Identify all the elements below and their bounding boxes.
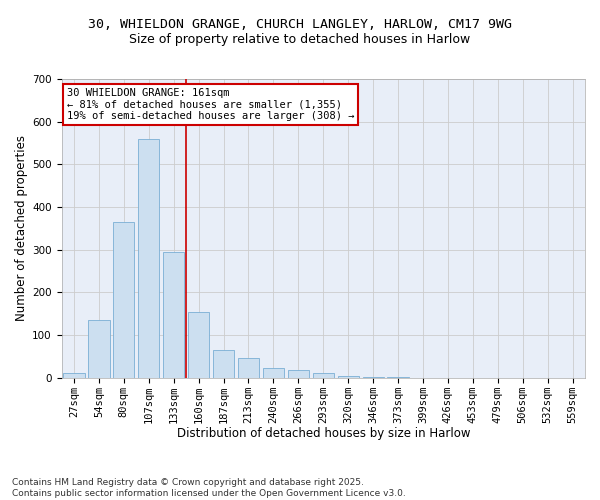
Bar xyxy=(213,350,234,378)
Bar xyxy=(362,377,384,378)
Y-axis label: Number of detached properties: Number of detached properties xyxy=(15,136,28,322)
X-axis label: Distribution of detached houses by size in Harlow: Distribution of detached houses by size … xyxy=(176,427,470,440)
Text: Size of property relative to detached houses in Harlow: Size of property relative to detached ho… xyxy=(130,32,470,46)
Text: 30 WHIELDON GRANGE: 161sqm
← 81% of detached houses are smaller (1,355)
19% of s: 30 WHIELDON GRANGE: 161sqm ← 81% of deta… xyxy=(67,88,354,121)
Bar xyxy=(163,252,184,378)
Bar xyxy=(263,368,284,378)
Bar xyxy=(338,376,359,378)
Bar xyxy=(64,374,85,378)
Bar xyxy=(313,374,334,378)
Bar xyxy=(188,312,209,378)
Text: 30, WHIELDON GRANGE, CHURCH LANGLEY, HARLOW, CM17 9WG: 30, WHIELDON GRANGE, CHURCH LANGLEY, HAR… xyxy=(88,18,512,30)
Bar xyxy=(88,320,110,378)
Bar xyxy=(113,222,134,378)
Bar xyxy=(238,358,259,378)
Bar xyxy=(138,138,160,378)
Text: Contains HM Land Registry data © Crown copyright and database right 2025.
Contai: Contains HM Land Registry data © Crown c… xyxy=(12,478,406,498)
Bar xyxy=(288,370,309,378)
